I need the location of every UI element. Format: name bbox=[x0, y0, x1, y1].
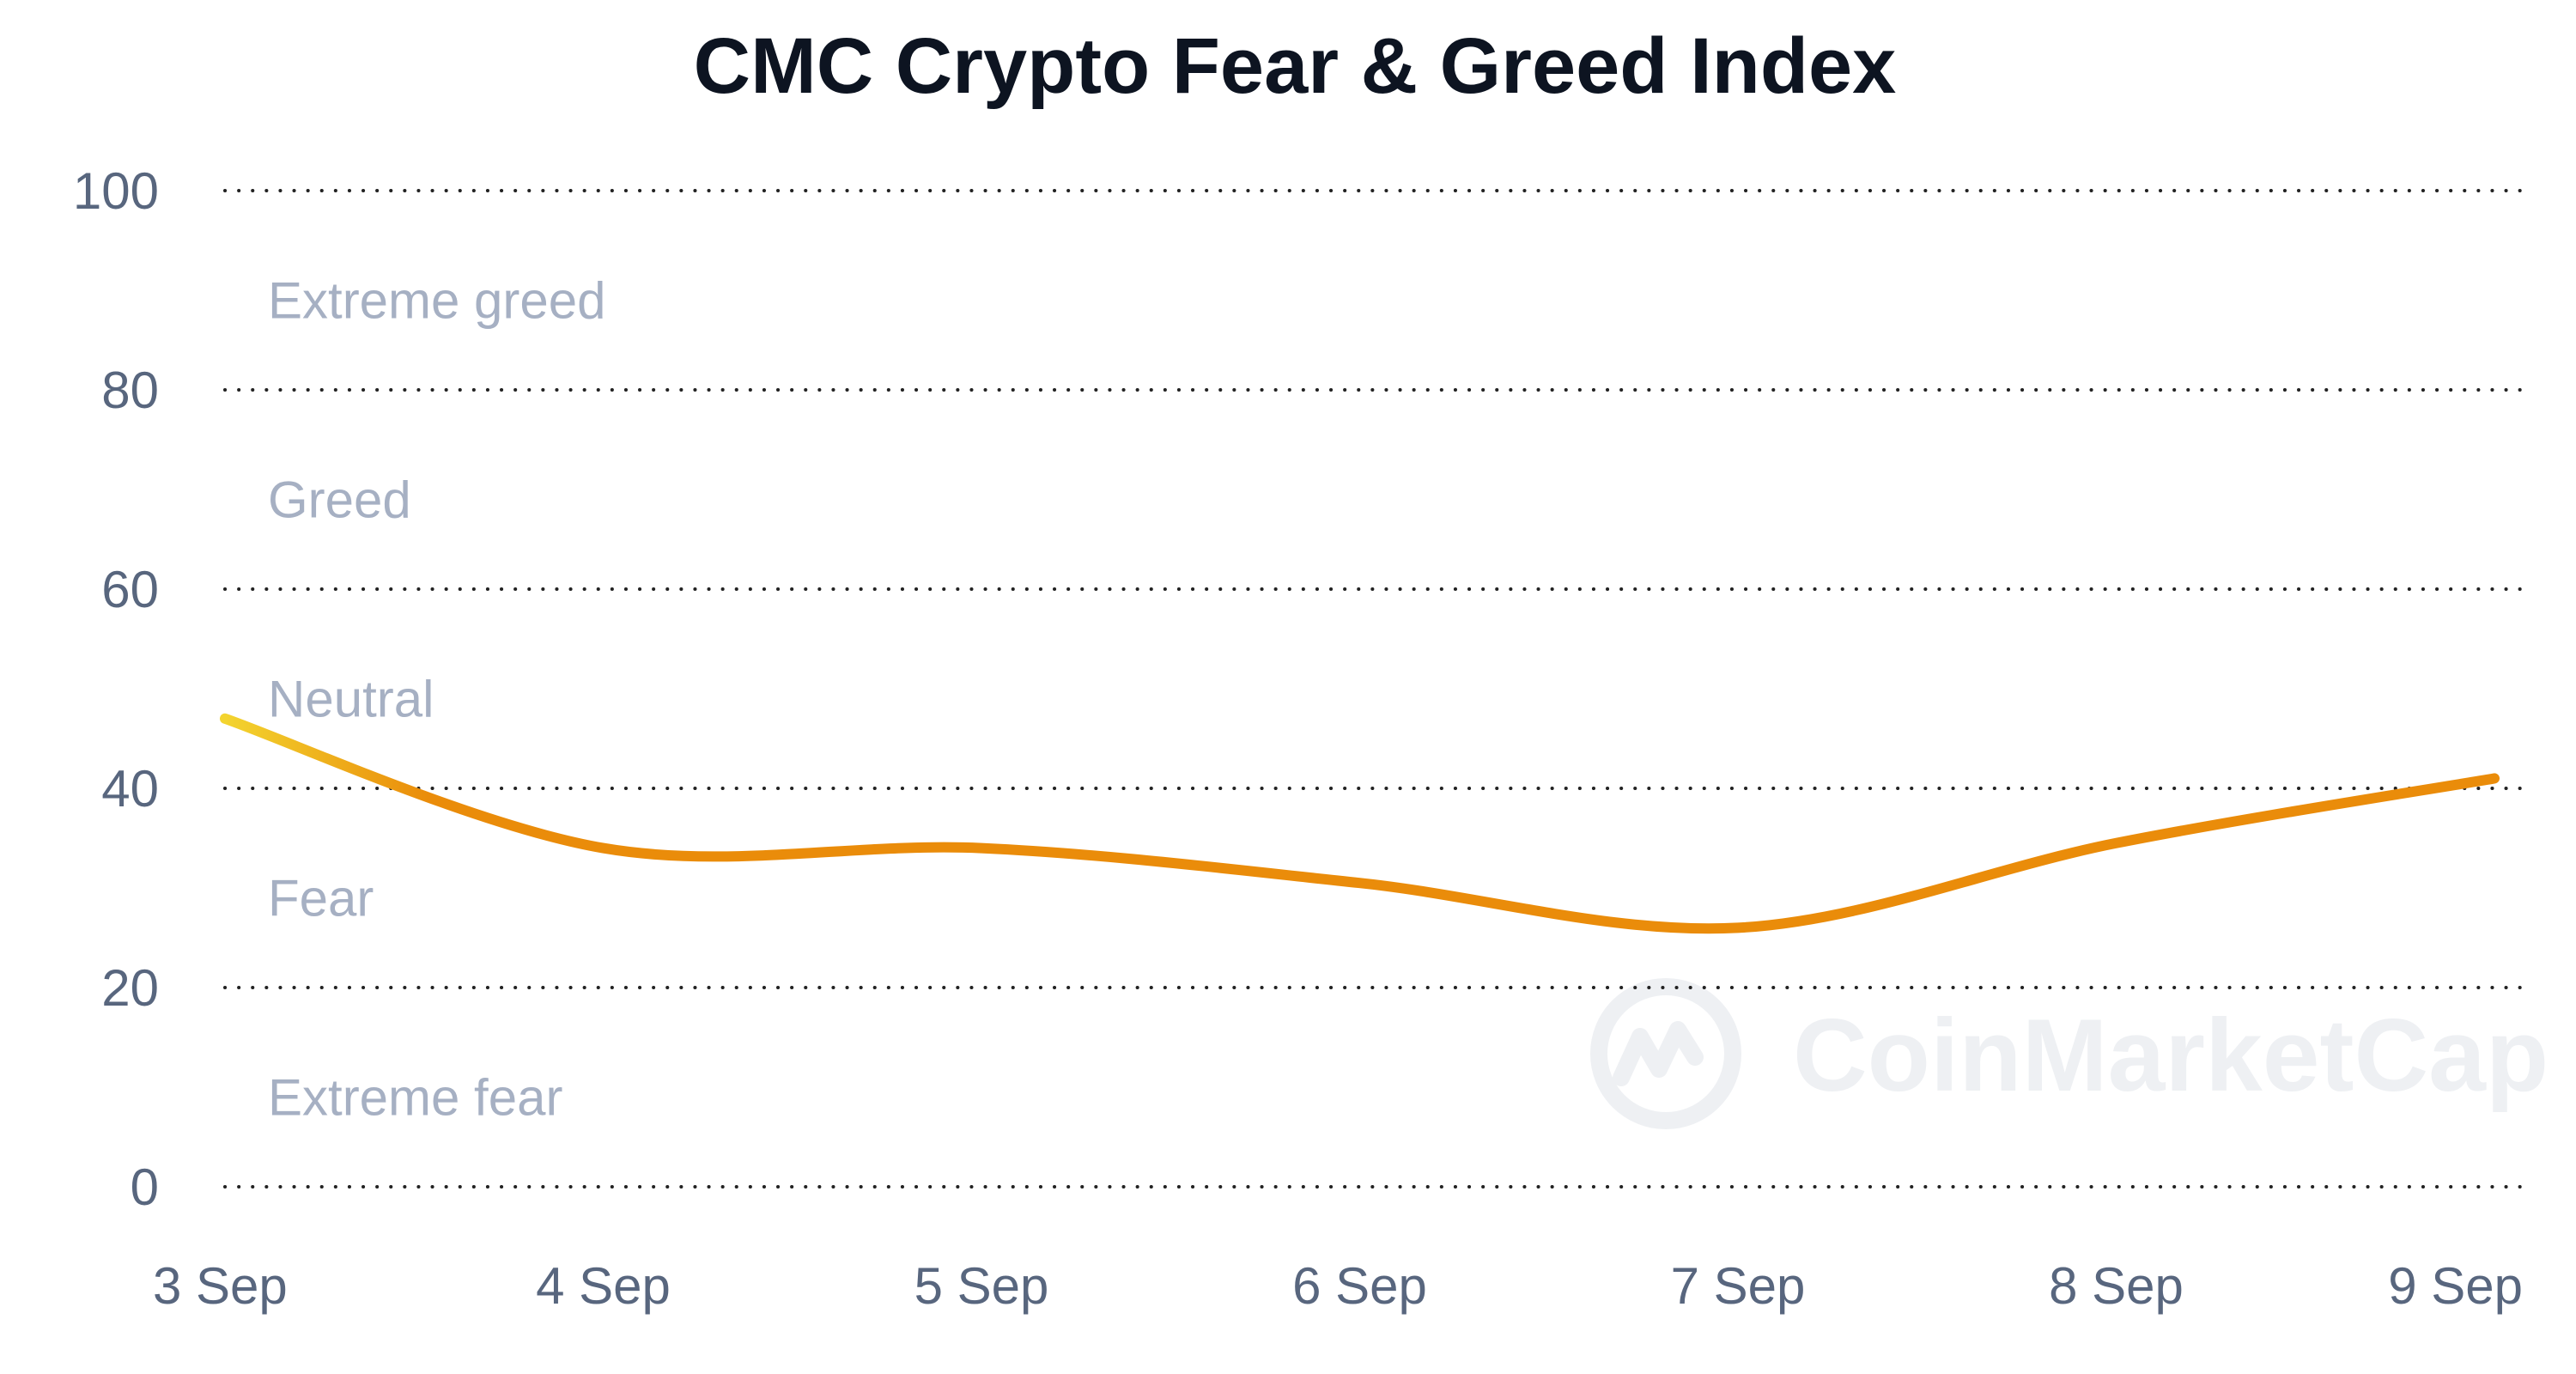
data-point bbox=[598, 843, 609, 854]
data-point bbox=[976, 843, 987, 854]
y-tick-label: 60 bbox=[101, 561, 159, 618]
gridlines bbox=[223, 189, 2522, 1189]
y-axis-ticks: 100 80 60 40 20 0 bbox=[73, 162, 159, 1216]
data-point bbox=[2111, 838, 2122, 848]
chart-title: CMC Crypto Fear & Greed Index bbox=[694, 22, 1897, 110]
x-tick-label: 4 Sep bbox=[536, 1257, 671, 1315]
y-tick-label: 0 bbox=[131, 1158, 159, 1216]
x-axis-ticks: 3 Sep 4 Sep 5 Sep 6 Sep 7 Sep 8 Sep 9 Sep bbox=[153, 1257, 2523, 1315]
data-point bbox=[1733, 922, 1743, 933]
x-tick-label: 8 Sep bbox=[2049, 1257, 2184, 1315]
x-tick-label: 5 Sep bbox=[914, 1257, 1049, 1315]
zone-label: Greed bbox=[268, 471, 411, 529]
data-point bbox=[220, 714, 230, 724]
zone-label: Extreme fear bbox=[268, 1069, 562, 1127]
y-tick-label: 20 bbox=[101, 959, 159, 1017]
watermark: CoinMarketCap bbox=[1590, 978, 2549, 1129]
zone-label: Fear bbox=[268, 870, 374, 927]
y-tick-label: 100 bbox=[73, 162, 159, 220]
x-tick-label: 6 Sep bbox=[1292, 1257, 1427, 1315]
y-tick-label: 40 bbox=[101, 760, 159, 818]
coinmarketcap-logo-icon bbox=[1590, 978, 1741, 1129]
sentiment-zone-labels: Extreme greed Greed Neutral Fear Extreme fea… bbox=[268, 272, 606, 1127]
data-point bbox=[1355, 878, 1365, 888]
x-tick-label: 9 Sep bbox=[2388, 1257, 2523, 1315]
series-layer bbox=[220, 713, 2500, 934]
series-line bbox=[220, 713, 2500, 934]
data-point bbox=[2489, 773, 2500, 783]
zone-label: Neutral bbox=[268, 671, 434, 728]
watermark-text: CoinMarketCap bbox=[1793, 998, 2549, 1113]
zone-label: Extreme greed bbox=[268, 272, 606, 330]
y-tick-label: 80 bbox=[101, 362, 159, 419]
x-tick-label: 3 Sep bbox=[153, 1257, 288, 1315]
x-tick-label: 7 Sep bbox=[1671, 1257, 1806, 1315]
